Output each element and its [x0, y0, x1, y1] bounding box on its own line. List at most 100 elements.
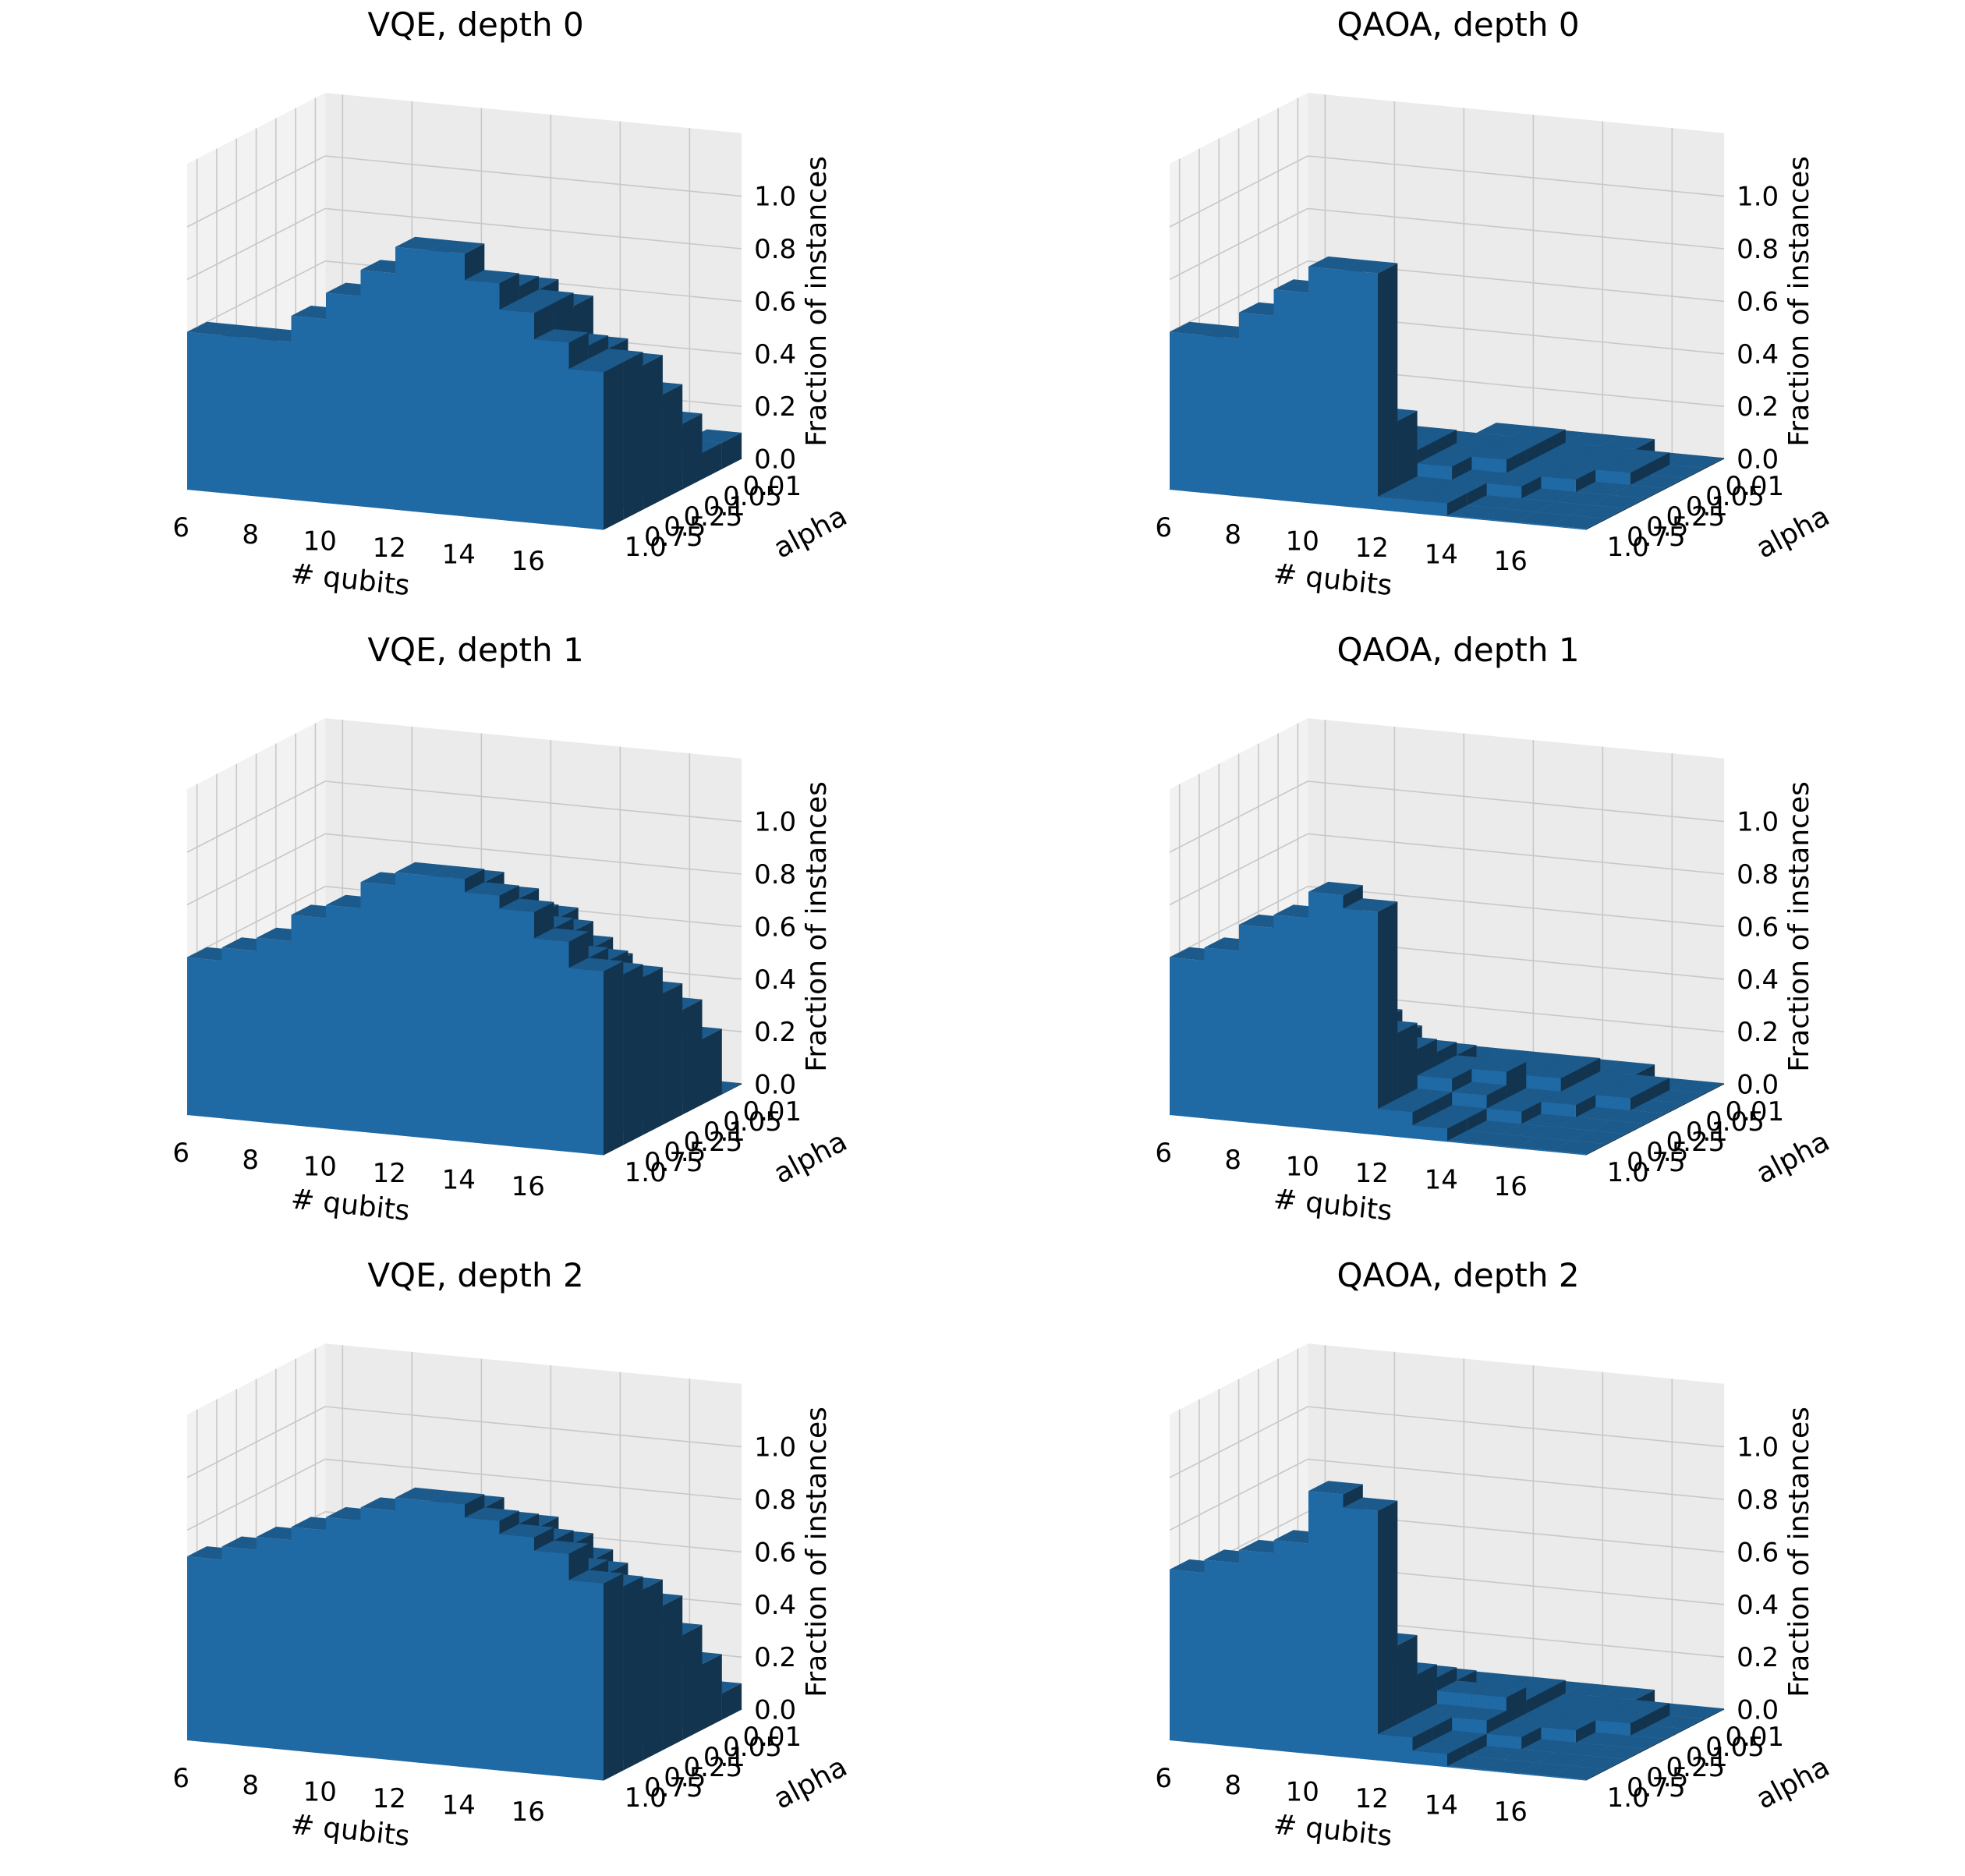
bar-top-face: [430, 865, 485, 880]
bar-front-face: [1204, 335, 1239, 497]
bar-side-face: [1704, 458, 1725, 469]
bar-top-face: [1575, 1106, 1630, 1120]
bar-front-face: [1595, 1095, 1630, 1112]
bar-front-face: [1517, 522, 1552, 527]
bar-front-face: [430, 250, 465, 517]
bar-side-face: [1625, 1749, 1645, 1761]
y-tick-label: 0.01: [742, 1096, 802, 1127]
bar-side-face: [1447, 1743, 1468, 1768]
z-grid-back: [325, 1406, 742, 1448]
bar-top-face: [1412, 490, 1468, 504]
bar-top-face: [1308, 1481, 1363, 1495]
bar-top-face: [1551, 1766, 1606, 1780]
z-tick-label: 0.6: [1737, 911, 1779, 943]
x-tick-label: 6: [172, 1763, 189, 1794]
z-tick-label: 0.4: [754, 1590, 796, 1621]
bar-top-face: [1432, 1730, 1487, 1744]
bar-top-face: [1452, 1707, 1506, 1721]
bar-top-face: [1551, 515, 1606, 529]
bar-side-face: [1630, 1713, 1650, 1737]
bar-q14-alpha-0.5: [1486, 1723, 1542, 1750]
bar-front-face: [257, 1537, 292, 1750]
bar-side-face: [1650, 1078, 1670, 1102]
z-tick-label: 0.4: [1737, 339, 1779, 370]
bar-side-face: [1606, 1134, 1626, 1145]
bar-top-face: [1610, 485, 1666, 499]
bar-top-face: [1436, 1055, 1492, 1069]
z-axis: 0.0 0.2 0.4 0.6 0.8 1.0 Fraction of instances: [754, 781, 833, 1100]
bar-side-face: [1586, 519, 1606, 530]
bar-front-face: [1486, 1733, 1522, 1750]
bar-top-face: [1378, 1099, 1432, 1113]
bar-top-face: [568, 957, 624, 972]
bar-top-face: [1482, 508, 1537, 522]
bar-top-face: [1308, 256, 1363, 271]
bar-top-face: [1486, 1098, 1542, 1112]
y-tick-label: 1.0: [1607, 1157, 1649, 1188]
y-tick-label: 0.5: [1646, 1137, 1688, 1168]
y-tick-label: 0.1: [1686, 1117, 1728, 1148]
x-tick-label: 8: [242, 1770, 259, 1801]
bar-top-face: [1536, 1752, 1591, 1766]
bar-front-face: [1482, 519, 1517, 523]
bar-top-face: [1467, 495, 1522, 509]
bar-front-face: [1239, 1549, 1274, 1750]
bar-front-face: [1204, 1559, 1239, 1747]
z-axis-label: Fraction of instances: [801, 1407, 833, 1697]
bar-top-face: [499, 898, 554, 912]
y-tick-label: 1.0: [625, 1782, 667, 1814]
bar-top-face: [1511, 1051, 1566, 1065]
bar-side-face: [721, 1083, 742, 1095]
y-tick-label: 0.25: [684, 1752, 743, 1783]
bar-front-face: [1541, 1726, 1576, 1743]
z-tick-label: 0.2: [754, 1017, 796, 1048]
bar-front-face: [499, 908, 534, 1149]
bar-side-face: [1397, 410, 1418, 500]
x-tick-label: 10: [1286, 1151, 1319, 1182]
bar-front-face: [187, 331, 222, 494]
x-tick-label: 14: [442, 1790, 476, 1821]
z-tick-label: 0.4: [754, 339, 796, 370]
bar-top-face: [1570, 1131, 1626, 1145]
bar-front-face: [1343, 270, 1378, 510]
bar-side-face: [1586, 1769, 1606, 1781]
bar-front-face: [187, 957, 222, 1119]
chart-title: VQE, depth 2: [367, 1256, 583, 1294]
x-axis-label: # qubits: [1272, 1808, 1393, 1853]
bar-top-face: [465, 1507, 519, 1521]
bar-front-face: [291, 316, 326, 504]
bar-top-face: [1482, 1759, 1537, 1773]
bar-side-face: [623, 352, 643, 520]
z-tick-label: 0.6: [754, 286, 796, 317]
x-tick-label: 12: [373, 1783, 406, 1814]
bar-top-face: [1610, 1110, 1666, 1124]
panel-qaoa-depth-2: QAOA, depth 2 6 8 10 12 14 16 # qubits 1.0 0.75 0.…: [982, 1251, 1965, 1876]
bar-top-face: [1467, 1746, 1522, 1760]
bar-front-face: [1239, 312, 1274, 500]
z-axis-label: Fraction of instances: [1783, 781, 1815, 1072]
bar-front-face: [1551, 1776, 1586, 1781]
bar-side-face: [1630, 462, 1650, 487]
bar-q16-alpha-0.1: [1595, 1085, 1650, 1112]
chart-svg: VQE, depth 16 8 10 12 14 16# qubits1.00.750.5…: [172, 631, 852, 1227]
y-tick-label: 0.25: [684, 1127, 743, 1158]
bar-top-face: [1476, 1048, 1531, 1062]
bar-q15-alpha-0.25: [1541, 465, 1596, 493]
bar-side-face: [682, 999, 703, 1115]
x-tick-label: 14: [442, 1165, 476, 1196]
x-tick-label: 14: [1425, 1790, 1458, 1821]
bar-top-face: [1600, 435, 1655, 450]
bar-top-face: [1412, 1115, 1468, 1129]
bar-front-face: [1378, 496, 1413, 514]
bar-q13-alpha-1.0: [1412, 1115, 1468, 1142]
bar-q11-alpha-1.0: [1343, 1497, 1398, 1761]
bar-top-face: [1521, 1113, 1576, 1127]
bar-top-face: [1560, 1706, 1616, 1721]
bar-side-face: [702, 442, 722, 480]
bar-top-face: [1452, 1081, 1506, 1096]
bar-front-face: [1595, 469, 1630, 487]
x-tick-label: 10: [1286, 1776, 1319, 1807]
bar-top-face: [1397, 1088, 1453, 1103]
bar-top-face: [1521, 1739, 1576, 1753]
